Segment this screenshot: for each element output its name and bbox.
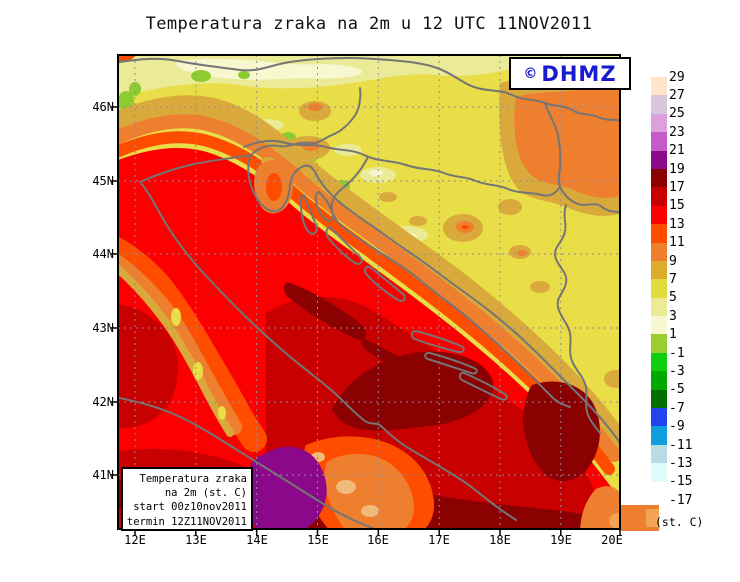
lat-label-43n: 43N	[92, 321, 114, 335]
colorbar-label: 9	[669, 253, 677, 269]
coastlines	[118, 154, 620, 529]
colorbar-label: -9	[669, 419, 685, 435]
dhmz-logo: © DHMZ	[509, 57, 631, 90]
lon-label-19e: 19E	[550, 533, 572, 547]
colorbar-swatch	[651, 297, 667, 317]
lon-label-18e: 18E	[489, 533, 511, 547]
fill-spill	[621, 505, 659, 531]
axis-ticks	[111, 106, 621, 536]
colorbar-label: -15	[669, 474, 693, 490]
colorbar-swatch	[651, 187, 667, 206]
colorbar-swatch	[651, 168, 667, 188]
dhmz-label: DHMZ	[541, 61, 617, 86]
copyright-icon: ©	[523, 65, 538, 82]
colorbar-swatch	[651, 260, 667, 280]
colorbar-label: 25	[669, 106, 685, 122]
colorbar-swatch	[651, 481, 667, 500]
colorbar-label: 1	[669, 327, 677, 343]
colorbar-label: 15	[669, 198, 685, 214]
colorbar-label: -7	[669, 400, 685, 416]
colorbar-label: 7	[669, 271, 677, 287]
lon-label-14e: 14E	[246, 533, 268, 547]
colorbar-label: 27	[669, 87, 685, 103]
lon-label-16e: 16E	[367, 533, 389, 547]
colorbar-unit: (st. C)	[655, 515, 704, 529]
islands	[299, 191, 508, 401]
colorbar-swatch	[651, 113, 667, 133]
run-info-line: start 00z10nov2011	[133, 501, 247, 514]
colorbar-label: -13	[669, 455, 693, 471]
colorbar-swatch	[651, 224, 667, 243]
colorbar-label: 11	[669, 235, 685, 251]
colorbar-swatch	[651, 95, 667, 114]
colorbar-swatch	[651, 316, 667, 335]
colorbar-swatch	[651, 242, 667, 261]
colorbar-label: -11	[669, 437, 693, 453]
colorbar-swatch	[651, 426, 667, 445]
colorbar-label: 13	[669, 216, 685, 232]
colorbar-swatch	[651, 352, 667, 372]
run-info-line: na 2m (st. C)	[164, 487, 247, 500]
colorbar-label: 23	[669, 124, 685, 140]
run-info-line: Temperatura zraka	[139, 473, 247, 485]
colorbar-label: -5	[669, 382, 685, 398]
country-borders	[118, 57, 620, 434]
colorbar-label: -3	[669, 363, 685, 379]
colorbar-swatch	[651, 444, 667, 464]
colorbar-label: 21	[669, 143, 685, 159]
lat-label-41n: 41N	[92, 468, 114, 482]
colorbar-swatch	[651, 463, 667, 482]
colorbar-label: -17	[669, 492, 693, 508]
lat-label-44n: 44N	[92, 247, 114, 261]
lat-label-42n: 42N	[92, 395, 114, 409]
lon-label-12e: 12E	[124, 533, 146, 547]
lon-label-15e: 15E	[307, 533, 329, 547]
grid-lines	[118, 55, 620, 529]
colorbar-swatch	[651, 371, 667, 390]
colorbar-label: 5	[669, 290, 677, 306]
lon-label-17e: 17E	[428, 533, 450, 547]
colorbar-swatch	[651, 150, 667, 169]
colorbar-label: 17	[669, 179, 685, 195]
map-title: Temperatura zraka na 2m u 12 UTC 11NOV20…	[145, 14, 593, 34]
lon-label-13e: 13E	[185, 533, 207, 547]
colorbar-swatch	[651, 279, 667, 298]
run-info-line: termin 12Z11NOV2011	[126, 515, 247, 528]
colorbar-label: -1	[669, 345, 685, 361]
colorbar-swatch	[651, 389, 667, 409]
colorbar-swatch	[651, 408, 667, 427]
lat-label-45n: 45N	[92, 174, 114, 188]
run-info-box: Temperatura zraka na 2m (st. C) start 00…	[121, 467, 253, 531]
map-frame	[117, 54, 621, 530]
lat-label-46n: 46N	[92, 100, 114, 114]
colorbar	[651, 77, 667, 500]
colorbar-label: 19	[669, 161, 685, 177]
colorbar-swatch	[651, 77, 667, 96]
colorbar-swatch	[651, 334, 667, 353]
colorbar-label: 29	[669, 69, 685, 85]
colorbar-swatch	[651, 205, 667, 225]
colorbar-swatch	[651, 132, 667, 151]
colorbar-label: 3	[669, 308, 677, 324]
lon-label-20e: 20E	[601, 533, 623, 547]
temperature-field	[118, 55, 620, 529]
map-area	[118, 55, 620, 529]
